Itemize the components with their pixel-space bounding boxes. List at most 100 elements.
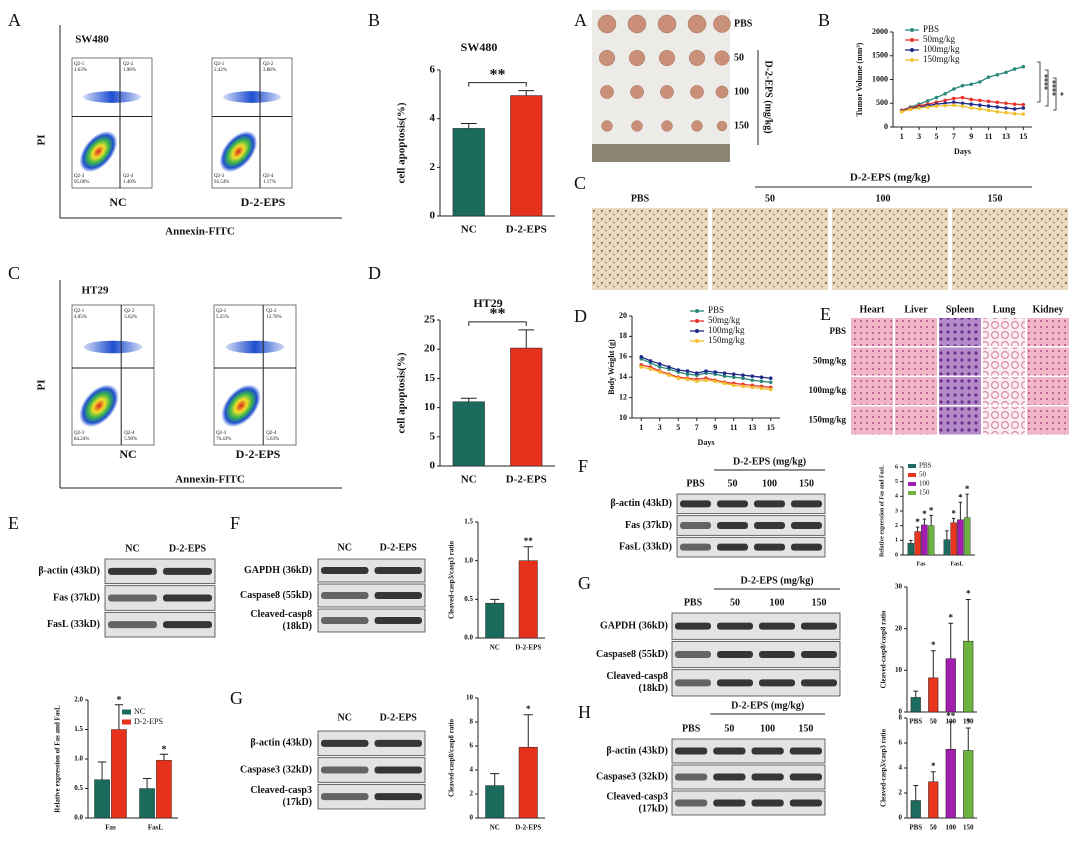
bar <box>945 658 956 713</box>
y-tick-label: 2.0 <box>74 696 83 704</box>
he-image <box>939 347 981 376</box>
blot-strip <box>676 515 826 536</box>
series-point <box>995 100 1000 105</box>
blot-row-label: GAPDH (36kD) <box>244 565 312 576</box>
significance: ** <box>946 711 956 721</box>
blot-band <box>163 621 212 629</box>
tumor <box>600 85 614 99</box>
y-tick-label: 14 <box>619 372 627 381</box>
series-point <box>978 98 982 103</box>
bar <box>950 522 957 556</box>
series-point <box>741 373 745 377</box>
blot-row-label: (18kD) <box>639 683 668 694</box>
series-point <box>657 362 662 366</box>
series-point <box>986 104 991 108</box>
y-tick-label: 0.0 <box>464 634 473 642</box>
quadrant-label: Q2-1 <box>214 62 225 67</box>
quadrant-label: Q2-1 <box>216 309 227 314</box>
series-point <box>986 99 991 104</box>
legend-swatch <box>908 473 916 477</box>
series-point <box>986 108 991 113</box>
flow-y-label: PI <box>36 135 48 146</box>
blot-band <box>675 773 708 781</box>
blot-row-label: Cleaved-casp8 <box>250 609 312 620</box>
error-bar <box>159 753 169 761</box>
legend-label: 150 <box>919 489 930 497</box>
flow-x-label: Annexin-FITC <box>175 474 245 486</box>
blot-band <box>108 621 157 629</box>
blot-row-label: (18kD) <box>283 621 312 632</box>
tumor <box>661 120 673 132</box>
legend-label: 150mg/kg <box>923 54 960 64</box>
he-image <box>1027 377 1069 405</box>
quadrant-label: Q2-3 <box>216 431 227 436</box>
series-point <box>925 99 930 103</box>
flow-x-label: Annexin-FITC <box>165 226 235 238</box>
series-point <box>943 98 947 103</box>
error-bar <box>922 518 927 525</box>
flow-title: SW480 <box>75 34 109 46</box>
series-point <box>908 107 913 112</box>
x-tick-label: 15 <box>1019 132 1027 141</box>
tumor-row-label: 150 <box>734 120 749 131</box>
blot-band <box>717 679 753 687</box>
bar <box>927 525 935 556</box>
error-bar <box>948 622 954 659</box>
series-point <box>925 105 930 109</box>
error-bar <box>518 329 535 349</box>
bar <box>452 401 485 467</box>
blot-band <box>789 773 822 781</box>
y-tick-label: 1.5 <box>464 518 473 526</box>
y-tick-label: 1500 <box>872 51 888 60</box>
quadrant-label: Q2-4 <box>263 174 274 179</box>
series-point <box>899 110 904 114</box>
x-tick-label: 11 <box>730 423 738 432</box>
blot-column: NC <box>338 542 352 553</box>
blot-header: D-2-EPS (mg/kg) <box>733 456 806 467</box>
series-point <box>639 365 644 369</box>
y-axis-label: Tumor Volume (mm³) <box>855 42 864 116</box>
series-point <box>750 385 755 390</box>
y-tick-label: 2 <box>430 161 436 173</box>
quadrant-label: Q2-3 <box>214 174 225 179</box>
series-point <box>731 375 736 380</box>
quadrant-label: Q2-2 <box>123 62 134 67</box>
quadrant-value: 84.24% <box>74 437 89 442</box>
blot-column: NC <box>125 543 139 554</box>
series-point <box>768 380 773 385</box>
series-point <box>1012 107 1017 111</box>
blot-strip <box>317 608 426 633</box>
x-tick-label: Fas <box>105 824 116 832</box>
blot-column: 100 <box>760 723 775 734</box>
blot-column: 150 <box>798 723 813 734</box>
tumor <box>688 49 706 67</box>
error-bar <box>114 704 124 730</box>
bar <box>910 800 921 819</box>
tumor <box>627 14 647 34</box>
y-tick-label: 10 <box>895 666 903 674</box>
flow-density <box>79 131 118 173</box>
x-tick-label: 5 <box>934 132 938 141</box>
y-tick-label: 0 <box>899 814 903 822</box>
blot-band <box>108 567 157 575</box>
legend-swatch <box>908 464 916 468</box>
quadrant-value: 5.62% <box>124 315 137 320</box>
bar <box>921 524 928 556</box>
bar <box>94 779 110 819</box>
quadrant-value: 2.42% <box>214 68 227 73</box>
series-point <box>1004 106 1008 110</box>
blot-row-label: Caspase8 (55kD) <box>240 590 312 601</box>
y-tick-label: 20 <box>619 311 627 320</box>
bar <box>957 519 964 556</box>
tumor <box>690 85 704 99</box>
series-point <box>1004 101 1008 106</box>
y-tick-label: 5 <box>430 430 436 442</box>
blot-row-label: β-actin (43kD) <box>38 566 100 577</box>
blot-strip <box>676 536 826 558</box>
series-point <box>759 379 764 384</box>
blot-band <box>321 592 369 599</box>
quadrant-label: Q2-2 <box>124 309 135 314</box>
legend-swatch <box>908 482 916 486</box>
tumor <box>657 14 677 34</box>
blot-column: D-2-EPS <box>380 542 418 553</box>
